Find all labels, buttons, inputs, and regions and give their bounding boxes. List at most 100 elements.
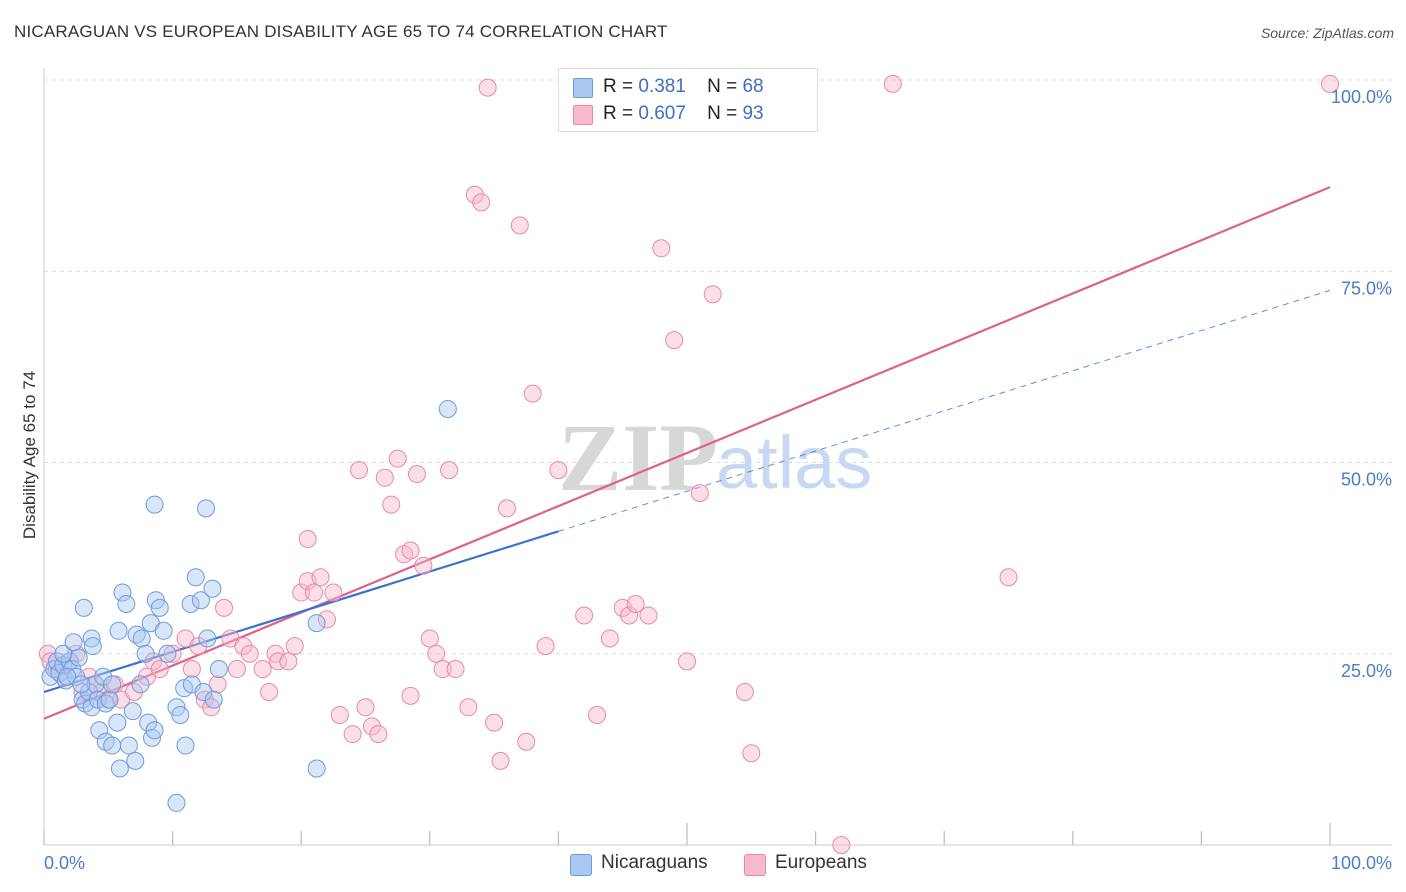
legend-n-value-europeans: 93 (742, 103, 764, 124)
europeans-point (575, 606, 594, 625)
correlation-legend: R = 0.381 N = 68 R = 0.607 N = 93 (558, 68, 818, 132)
grid-lines (44, 79, 1392, 655)
nicaraguans-point (117, 595, 136, 614)
europeans-point (440, 461, 459, 480)
y-tick-label-25: 25.0% (1341, 661, 1392, 681)
europeans-point (144, 652, 163, 671)
tick-labels: 0.0% 100.0% 25.0% 50.0% 75.0% 100.0% (44, 87, 1392, 873)
europeans-point (269, 652, 288, 671)
legend-n-value-nicaraguans: 68 (742, 76, 764, 97)
europeans-point (497, 499, 516, 518)
europeans-point (182, 660, 201, 679)
nicaraguans-point (136, 644, 155, 663)
europeans-point (459, 698, 478, 717)
europeans-point (305, 583, 324, 602)
nicaraguans-point (132, 629, 151, 648)
europeans-point (253, 660, 272, 679)
europeans-point (279, 652, 298, 671)
europeans-point (401, 541, 420, 560)
nicaraguans-point (109, 621, 128, 640)
y-tick-label-75: 75.0% (1341, 278, 1392, 298)
nicaraguans-point (158, 644, 177, 663)
europeans-point (446, 660, 465, 679)
nicaraguans-point (108, 713, 127, 732)
nicaraguans-point (191, 591, 210, 610)
europeans-point (311, 568, 330, 587)
nicaraguans-point (203, 579, 222, 598)
europeans-point (678, 652, 696, 671)
nicaraguans-point (82, 629, 101, 648)
legend-r-label-nicaraguans: R = (603, 76, 634, 97)
nicaraguans-point (82, 698, 101, 717)
nicaraguans-point (145, 721, 164, 740)
europeans-point (999, 568, 1018, 587)
nicaraguans-point (150, 598, 169, 617)
europeans-point (215, 598, 234, 617)
europeans-point (883, 74, 902, 93)
nicaraguans-point (64, 633, 83, 652)
y-tick-label-100: 100.0% (1331, 87, 1392, 107)
europeans-point (832, 836, 851, 854)
europeans-point (150, 660, 169, 679)
europeans-point (742, 744, 761, 763)
europeans-point (189, 637, 208, 656)
x-tick-label-min: 0.0% (44, 853, 85, 873)
europeans-point (587, 705, 606, 724)
europeans-point (227, 660, 246, 679)
europeans-point (285, 637, 304, 656)
nicaraguans-point (100, 690, 119, 709)
europeans-point (665, 331, 684, 350)
europeans-point (388, 449, 407, 468)
axes (43, 68, 1392, 846)
europeans-point (735, 683, 754, 701)
chart-title: NICARAGUAN VS EUROPEAN DISABILITY AGE 65… (14, 22, 668, 41)
nicaraguans-point (194, 683, 213, 701)
europeans-point (427, 644, 446, 663)
legend-n-label-europeans: N = (707, 103, 738, 124)
europeans-point (414, 556, 433, 575)
europeans-point (465, 185, 484, 204)
europeans-point (369, 725, 388, 744)
europeans-point (536, 637, 555, 656)
europeans-point (639, 606, 658, 625)
nicaraguans-point (72, 675, 91, 694)
europeans-point (292, 583, 311, 602)
europeans-point (510, 216, 529, 235)
europeans-point (690, 484, 709, 503)
nicaraguans-points (41, 399, 457, 812)
europeans-point (517, 732, 536, 751)
europeans-point (401, 686, 420, 705)
europeans-point (626, 595, 645, 614)
nicaraguans-point (198, 629, 217, 648)
europeans-point (652, 239, 671, 258)
nicaraguans-point (176, 736, 195, 755)
nicaraguans-point (209, 660, 228, 679)
europeans-point (356, 698, 375, 717)
nicaraguans-legend-swatch (570, 854, 592, 876)
europeans-point (549, 461, 568, 480)
europeans-point (350, 461, 369, 480)
nicaraguans-point (58, 667, 77, 686)
legend-r-value-europeans: 0.607 (638, 103, 686, 124)
y-tick-label-50: 50.0% (1341, 470, 1392, 490)
nicaraguans-point (74, 598, 93, 617)
nicaraguans-trend-line (43, 530, 559, 694)
nicaraguans-point (181, 595, 200, 614)
europeans-point (240, 644, 259, 663)
source-label: Source: ZipAtlas.com (1260, 25, 1394, 41)
nicaraguans-point (186, 568, 205, 587)
nicaraguans-point (307, 759, 326, 778)
nicaraguans-trend-extension (558, 289, 1331, 532)
europeans-point (420, 629, 439, 648)
nicaraguans-point (438, 399, 457, 418)
europeans-legend-label: Europeans (775, 852, 867, 873)
europeans-point (382, 495, 401, 514)
europeans-point (375, 468, 394, 487)
europeans-legend-swatch (744, 854, 766, 876)
nicaraguans-point (103, 736, 122, 755)
europeans-point (472, 193, 491, 212)
legend-r-value-nicaraguans: 0.381 (638, 76, 686, 97)
nicaraguans-point (197, 499, 216, 518)
europeans-point (195, 690, 214, 709)
